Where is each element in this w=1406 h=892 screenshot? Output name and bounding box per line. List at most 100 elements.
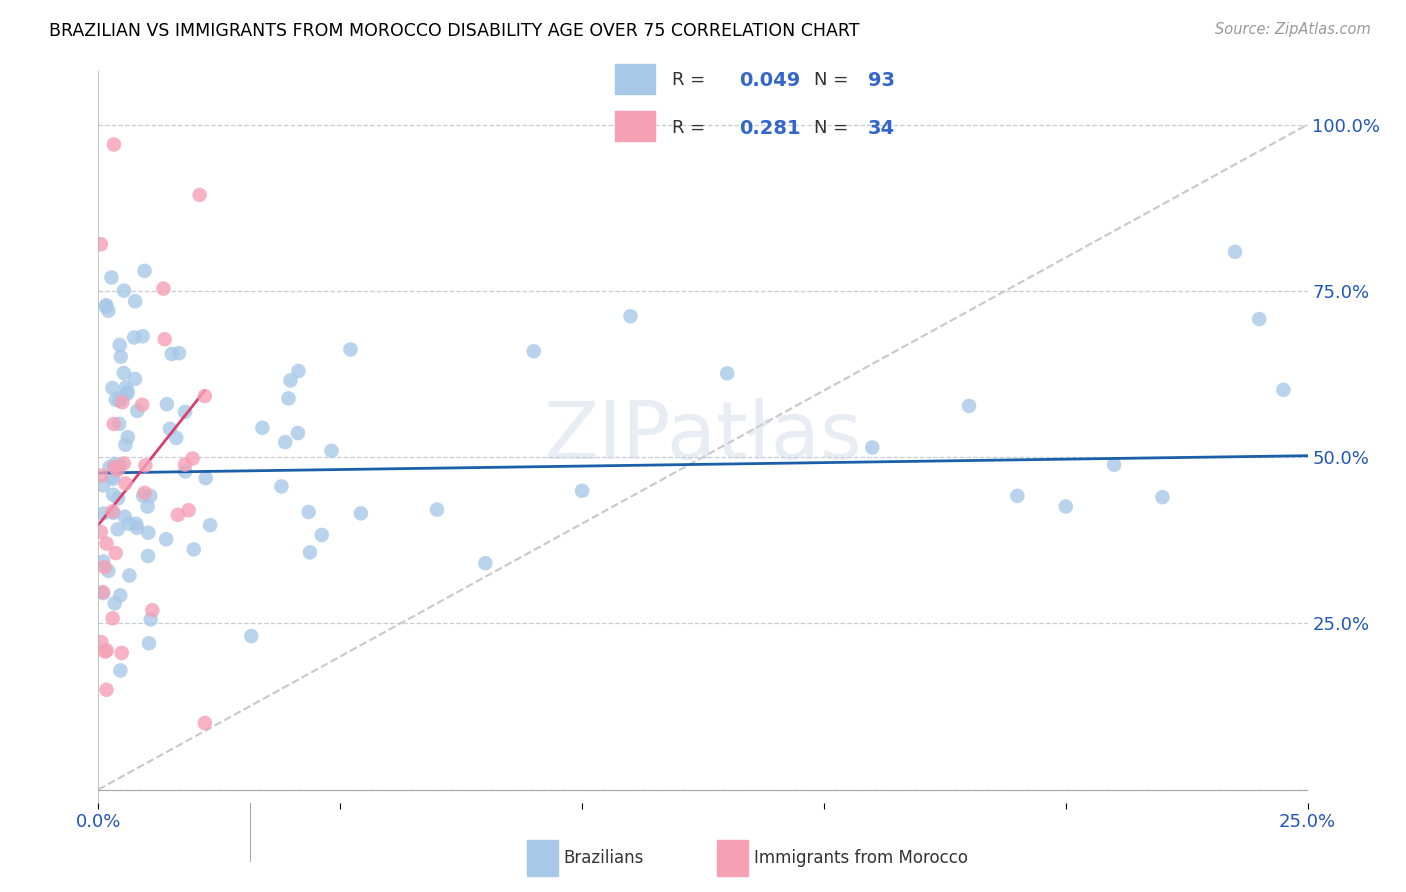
Point	[96, 536, 118, 550]
Point	[91, 585, 114, 599]
Text: N =: N =	[814, 71, 848, 89]
Point	[108, 458, 131, 473]
Point	[101, 381, 124, 395]
Point	[115, 387, 138, 401]
Point	[1272, 383, 1295, 397]
Point	[104, 392, 127, 407]
Point	[274, 435, 297, 450]
Point	[118, 516, 141, 531]
Bar	[614, 64, 655, 95]
Point	[152, 282, 174, 296]
Point	[112, 457, 135, 471]
Point	[104, 596, 127, 610]
Point	[103, 506, 125, 520]
Point	[188, 188, 211, 202]
Text: Brazilians: Brazilians	[564, 849, 644, 867]
Point	[177, 503, 200, 517]
Point	[100, 270, 122, 285]
Point	[860, 441, 883, 455]
Point	[110, 350, 132, 364]
Point	[90, 635, 112, 649]
Point	[139, 489, 162, 503]
Point	[101, 472, 124, 486]
Text: ZIPatłas: ZIPatłas	[544, 398, 862, 476]
Point	[107, 463, 129, 477]
Point	[131, 398, 153, 412]
Point	[298, 505, 321, 519]
Text: Immigrants from Morocco: Immigrants from Morocco	[754, 849, 967, 867]
Point	[136, 525, 159, 540]
Point	[122, 330, 145, 344]
Point	[110, 664, 132, 678]
Point	[287, 364, 309, 378]
Point	[107, 522, 129, 536]
Point	[153, 332, 176, 346]
Point	[134, 458, 156, 473]
Point	[1152, 490, 1174, 504]
Point	[104, 457, 127, 471]
Point	[194, 716, 217, 731]
Point	[194, 389, 217, 403]
Point	[112, 284, 135, 298]
Point	[103, 417, 125, 431]
Point	[240, 629, 263, 643]
Point	[194, 471, 217, 485]
Point	[321, 443, 343, 458]
Bar	[614, 112, 655, 141]
Text: R =: R =	[672, 120, 706, 137]
Point	[108, 417, 131, 431]
Point	[298, 545, 321, 559]
Point	[93, 554, 115, 568]
Point	[103, 137, 125, 152]
Point	[252, 421, 274, 435]
Point	[277, 392, 299, 406]
Point	[131, 329, 153, 343]
Point	[93, 560, 115, 574]
Point	[125, 521, 148, 535]
Point	[117, 430, 139, 444]
Point	[101, 469, 124, 483]
Text: N =: N =	[814, 120, 848, 137]
Point	[94, 645, 117, 659]
Point	[141, 603, 163, 617]
Point	[270, 479, 292, 493]
Point	[125, 516, 148, 531]
Point	[127, 404, 149, 418]
Point	[111, 646, 134, 660]
Point	[101, 504, 124, 518]
Point	[114, 509, 136, 524]
Point	[115, 380, 138, 394]
Point	[183, 542, 205, 557]
Point	[198, 518, 221, 533]
Point	[474, 556, 496, 570]
Point	[156, 397, 179, 411]
Point	[426, 502, 449, 516]
Point	[132, 489, 155, 503]
Point	[91, 478, 114, 492]
Text: BRAZILIAN VS IMMIGRANTS FROM MOROCCO DISABILITY AGE OVER 75 CORRELATION CHART: BRAZILIAN VS IMMIGRANTS FROM MOROCCO DIS…	[49, 22, 859, 40]
Point	[1223, 244, 1246, 259]
Point	[957, 399, 980, 413]
Point	[136, 500, 159, 514]
Point	[90, 524, 112, 539]
Point	[114, 476, 136, 491]
Point	[104, 546, 127, 560]
Point	[174, 458, 197, 472]
Point	[139, 612, 162, 626]
Point	[155, 533, 177, 547]
Point	[101, 611, 124, 625]
Point	[350, 507, 373, 521]
Point	[159, 422, 181, 436]
Point	[124, 294, 146, 309]
Text: 93: 93	[868, 70, 894, 90]
Point	[1249, 312, 1271, 326]
Point	[97, 564, 120, 578]
Text: R =: R =	[672, 71, 706, 89]
Point	[280, 373, 302, 387]
Point	[287, 425, 309, 440]
Point	[134, 264, 156, 278]
Point	[110, 588, 132, 602]
Point	[108, 393, 131, 408]
Point	[114, 438, 136, 452]
Point	[136, 549, 159, 563]
